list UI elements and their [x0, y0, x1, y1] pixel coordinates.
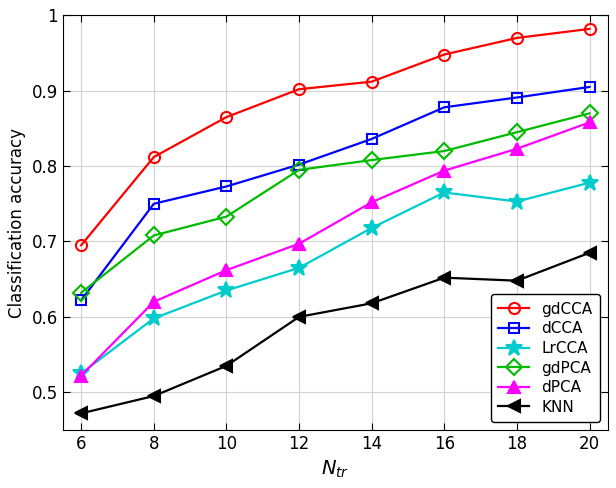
- dPCA: [586, 120, 593, 125]
- dCCA: [78, 297, 85, 303]
- LrCCA: [440, 189, 448, 195]
- LrCCA: [368, 225, 375, 231]
- Y-axis label: Classification accuracy: Classification accuracy: [9, 128, 26, 318]
- dCCA: [368, 136, 375, 142]
- dCCA: [295, 162, 302, 167]
- dCCA: [586, 84, 593, 90]
- X-axis label: $N_{tr}$: $N_{tr}$: [321, 458, 349, 480]
- gdCCA: [368, 79, 375, 84]
- LrCCA: [223, 287, 230, 293]
- KNN: [223, 363, 230, 369]
- dPCA: [368, 200, 375, 205]
- dPCA: [78, 373, 85, 379]
- dPCA: [295, 241, 302, 246]
- LrCCA: [586, 180, 593, 185]
- gdCCA: [150, 154, 158, 160]
- gdCCA: [440, 52, 448, 58]
- gdPCA: [440, 148, 448, 154]
- dPCA: [150, 299, 158, 305]
- KNN: [440, 275, 448, 281]
- dCCA: [440, 104, 448, 110]
- gdPCA: [368, 157, 375, 163]
- KNN: [78, 410, 85, 416]
- dCCA: [223, 183, 230, 189]
- Line: dCCA: dCCA: [76, 82, 594, 305]
- gdCCA: [295, 86, 302, 92]
- dPCA: [513, 146, 521, 152]
- gdPCA: [295, 167, 302, 173]
- gdPCA: [223, 214, 230, 220]
- KNN: [586, 250, 593, 256]
- dPCA: [440, 168, 448, 174]
- gdCCA: [223, 114, 230, 120]
- gdCCA: [586, 26, 593, 32]
- Line: gdPCA: gdPCA: [76, 108, 595, 298]
- gdPCA: [513, 129, 521, 135]
- Line: LrCCA: LrCCA: [73, 174, 598, 382]
- KNN: [513, 278, 521, 284]
- gdPCA: [586, 110, 593, 116]
- gdPCA: [150, 232, 158, 238]
- dCCA: [513, 95, 521, 101]
- LrCCA: [78, 370, 85, 376]
- gdCCA: [78, 243, 85, 248]
- Line: KNN: KNN: [76, 247, 595, 419]
- KNN: [368, 301, 375, 306]
- LrCCA: [295, 265, 302, 271]
- Line: dPCA: dPCA: [76, 117, 595, 381]
- dCCA: [150, 201, 158, 207]
- KNN: [295, 314, 302, 320]
- gdPCA: [78, 290, 85, 296]
- KNN: [150, 393, 158, 399]
- LrCCA: [513, 199, 521, 204]
- Legend: gdCCA, dCCA, LrCCA, gdPCA, dPCA, KNN: gdCCA, dCCA, LrCCA, gdPCA, dPCA, KNN: [491, 294, 600, 422]
- gdCCA: [513, 35, 521, 41]
- Line: gdCCA: gdCCA: [76, 23, 595, 251]
- dPCA: [223, 267, 230, 273]
- LrCCA: [150, 315, 158, 321]
